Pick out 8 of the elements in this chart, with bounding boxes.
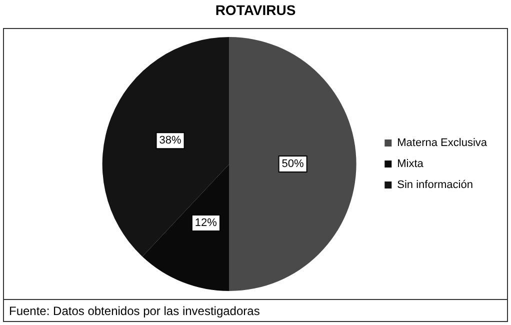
legend-label: Materna Exclusiva [397,137,488,150]
data-label: 12% [194,217,218,230]
legend-label: Mixta [397,158,424,170]
source-note: Fuente: Datos obtenidos por las investigadoras [4,299,507,321]
data-label: 38% [159,134,182,147]
legend-label: Sin información [397,179,473,192]
data-label: 50% [282,158,304,170]
chart-title: ROTAVIRUS [214,2,297,18]
